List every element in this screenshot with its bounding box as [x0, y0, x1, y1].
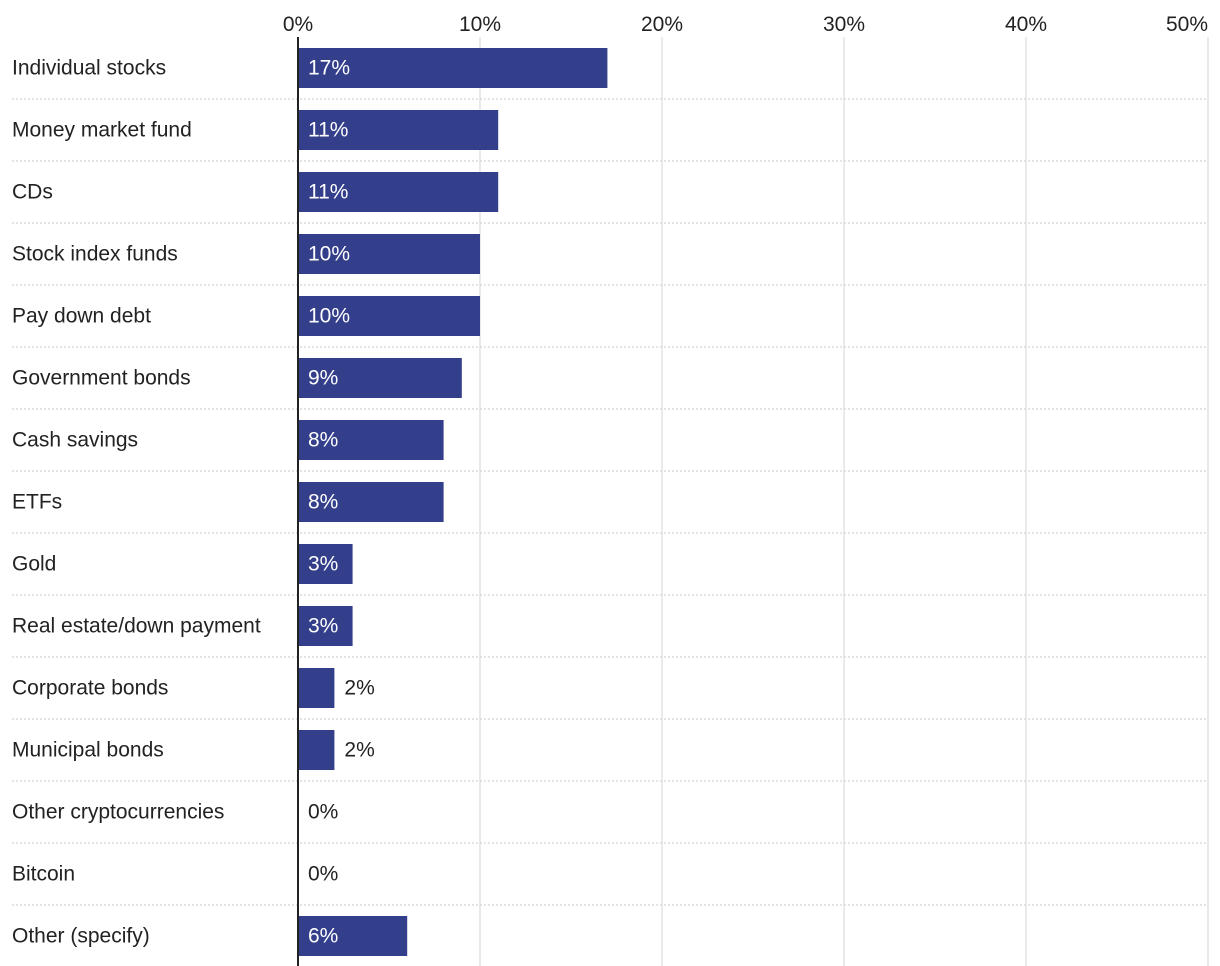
bar — [298, 730, 335, 770]
value-label: 6% — [308, 925, 338, 948]
x-tick-label: 20% — [641, 13, 683, 36]
value-label: 9% — [308, 367, 338, 390]
value-label: 11% — [308, 119, 348, 142]
value-label: 11% — [308, 181, 348, 204]
value-labels: 17% 11% 11% 10% 10% 9% 8% 8% 3% 3% 2% 2% 0% 0% 6% — [308, 57, 375, 948]
category-label: Individual stocks — [12, 57, 166, 80]
bars — [298, 48, 608, 956]
value-label: 8% — [308, 491, 338, 514]
category-label: Real estate/down payment — [12, 615, 261, 638]
bar — [298, 172, 499, 212]
row-separators — [12, 98, 1208, 906]
category-label: Bitcoin — [12, 863, 75, 886]
category-label: Gold — [12, 553, 56, 576]
bar — [298, 48, 608, 88]
category-label: Cash savings — [12, 429, 138, 452]
category-label: Money market fund — [12, 119, 192, 142]
bar — [298, 606, 353, 646]
bar — [298, 420, 444, 460]
value-label: 8% — [308, 429, 338, 452]
x-tick-label: 30% — [823, 13, 865, 36]
bar — [298, 916, 408, 956]
value-label: 10% — [308, 243, 350, 266]
bar — [298, 296, 480, 336]
value-label: 3% — [308, 553, 338, 576]
x-axis-ticks: 0% 10% 20% 30% 40% 50% — [283, 13, 1208, 36]
x-tick-label: 0% — [283, 13, 313, 36]
category-label: Other cryptocurrencies — [12, 801, 224, 824]
value-label: 17% — [308, 57, 350, 80]
category-label: ETFs — [12, 491, 62, 514]
value-label: 3% — [308, 615, 338, 638]
category-label: Municipal bonds — [12, 739, 164, 762]
bar — [298, 234, 480, 274]
value-label: 2% — [344, 739, 374, 762]
gridlines — [479, 37, 1209, 966]
category-label: Other (specify) — [12, 925, 150, 948]
value-label: 0% — [308, 801, 338, 824]
value-label: 2% — [344, 677, 374, 700]
category-label: Stock index funds — [12, 243, 178, 266]
bar — [298, 668, 335, 708]
value-label: 10% — [308, 305, 350, 328]
bar — [298, 482, 444, 522]
value-label: 0% — [308, 863, 338, 886]
bar — [298, 358, 462, 398]
bar — [298, 544, 353, 584]
x-tick-label: 10% — [459, 13, 501, 36]
category-label: Government bonds — [12, 367, 191, 390]
category-labels: Individual stocks Money market fund CDs Sto… — [12, 57, 261, 948]
bar — [298, 110, 499, 150]
category-label: Corporate bonds — [12, 677, 168, 700]
x-tick-label: 50% — [1166, 13, 1208, 36]
category-label: CDs — [12, 181, 53, 204]
x-tick-label: 40% — [1005, 13, 1047, 36]
category-label: Pay down debt — [12, 305, 151, 328]
